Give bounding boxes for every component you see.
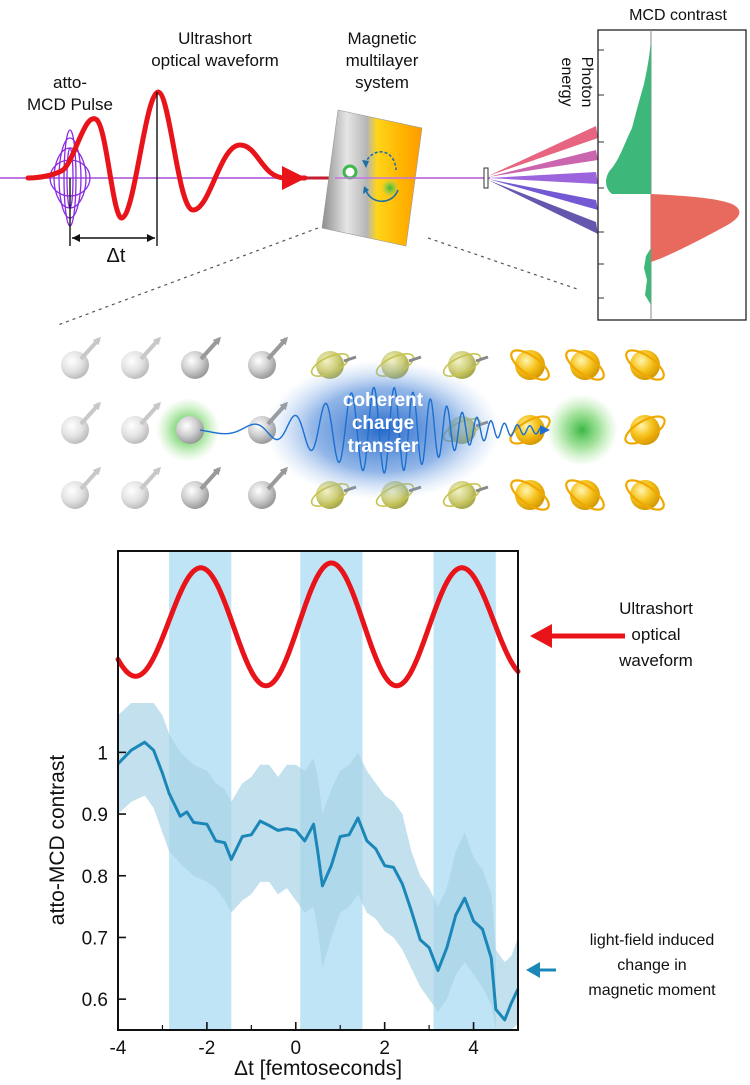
system-label-line3: system — [355, 73, 409, 92]
hole-atom-icon — [176, 416, 204, 444]
atom-icon — [121, 401, 162, 444]
atto-mcd-chart: -4 -2 0 2 4 0.60.70.80.91 Δt [femtoseconds] … — [46, 550, 716, 1080]
transfer-path-bottom — [365, 189, 399, 203]
electron-glow-icon — [546, 394, 618, 466]
spectrum-axis-line2: energy — [558, 58, 575, 107]
chart-frame — [117, 550, 519, 1031]
transfer-label-line3: transfer — [348, 436, 419, 457]
moment-annot-line3: magnetic moment — [588, 982, 716, 999]
atom-icon — [121, 466, 162, 509]
atom-icon — [625, 479, 665, 511]
y-tick-label: 0.6 — [82, 990, 108, 1011]
chirp-wave — [199, 386, 541, 475]
atom-icon — [510, 479, 550, 511]
system-label-line1: Magnetic — [348, 29, 417, 48]
waveform-arrow-head — [282, 166, 306, 190]
atom-icon — [248, 466, 289, 509]
atom-icon — [442, 481, 489, 509]
electron-site-icon — [381, 179, 399, 197]
moment-annot-line1: light-field induced — [590, 932, 715, 949]
moment-annot-line2: change in — [617, 957, 686, 974]
optical-waveform-trace — [115, 560, 521, 689]
system-label-line2: multilayer — [346, 51, 419, 70]
y-tick-label: 0.9 — [82, 805, 108, 826]
optical-waveform-top — [25, 89, 308, 221]
transfer-path-top — [364, 151, 397, 171]
dispersed-beams — [488, 126, 598, 234]
x-tick-label: 4 — [468, 1038, 479, 1059]
x-axis: -4 -2 0 2 4 — [110, 1022, 479, 1059]
waveform-label-line1: Ultrashort — [178, 29, 252, 48]
delay-label: Δt — [107, 245, 126, 267]
charge-transfer-illustration: coherent charge transfer — [156, 360, 618, 500]
atom-icon — [248, 336, 289, 379]
x-axis-label: Δt [femtoseconds] — [234, 1057, 402, 1080]
y-axis: 0.6 0.7 0.8 0.9 1 — [82, 743, 126, 1011]
zoom-line-right — [427, 237, 581, 291]
atom-icon — [61, 401, 102, 444]
y-axis-label: atto-MCD contrast — [46, 755, 69, 926]
mcd-spectrum-panel: MCD contrast Photon energy — [558, 7, 747, 321]
waveform-label-line2: optical waveform — [151, 51, 279, 70]
charge-cloud — [265, 360, 501, 500]
y-tick-label: 0.8 — [82, 867, 108, 888]
spectrum-negative-tail — [644, 248, 651, 305]
mcd-contrast-trace — [116, 740, 520, 1022]
zoom-line-left — [57, 227, 319, 326]
x-tick-label: 2 — [379, 1038, 390, 1059]
atom-icon — [565, 349, 605, 381]
x-tick-label: -4 — [110, 1038, 127, 1059]
x-tick-label: 0 — [290, 1038, 301, 1059]
transfer-label-line1: coherent — [343, 390, 424, 411]
pulse-label-line1: atto- — [53, 73, 87, 92]
atom-icon — [565, 479, 605, 511]
grating-icon — [483, 167, 489, 189]
atom-icon — [61, 466, 102, 509]
atom-icon — [121, 336, 162, 379]
waveform-annot-line2: optical — [631, 625, 680, 644]
pulse-label-line2: MCD Pulse — [27, 95, 113, 114]
atom-icon — [61, 336, 102, 379]
hole-site-icon — [342, 164, 358, 180]
atom-icon — [442, 351, 489, 379]
transfer-label-line2: charge — [352, 413, 414, 434]
mcd-uncertainty-band — [118, 703, 518, 1030]
y-tick-label: 0.7 — [82, 928, 108, 949]
atom-icon — [181, 336, 222, 379]
spectrum-negative — [606, 40, 651, 194]
spectrum-axis-line1: Photon — [578, 57, 595, 108]
atom-icon — [181, 466, 222, 509]
x-tick-label: -2 — [198, 1038, 215, 1059]
spectrum-positive — [651, 194, 740, 262]
atom-icon — [624, 415, 666, 445]
chirp-arrow-head — [540, 425, 550, 435]
waveform-annot-line1: Ultrashort — [619, 599, 693, 618]
top-panel: Δt atto- MCD Pulse Ultrashort optical wa… — [0, 7, 747, 326]
spectrum-ticks — [598, 49, 604, 299]
atom-icon — [625, 349, 665, 381]
atom-icon — [510, 349, 550, 381]
y-tick-label: 1 — [97, 743, 108, 764]
spectrum-title: MCD contrast — [629, 7, 727, 24]
waveform-annot-line3: waveform — [618, 651, 693, 670]
